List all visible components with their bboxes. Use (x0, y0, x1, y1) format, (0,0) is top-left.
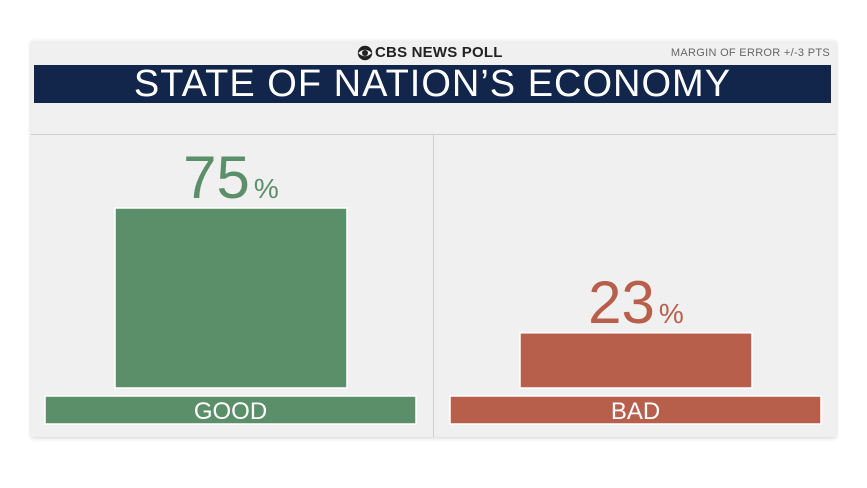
brand: CBS NEWS POLL (357, 44, 503, 61)
bar-good (114, 207, 348, 389)
poll-header: CBS NEWS POLL MARGIN OF ERROR +/-3 PTS (31, 41, 836, 65)
value-label-good: 75% (183, 144, 279, 211)
bar-chart: 75 % GOOD 23 % BAD (44, 144, 822, 425)
bar-bad (519, 332, 753, 389)
margin-of-error: MARGIN OF ERROR +/-3 PTS (670, 47, 830, 59)
header-divider (31, 134, 836, 135)
poll-card: CBS NEWS POLL MARGIN OF ERROR +/-3 PTS S… (31, 41, 836, 437)
category-band-good (44, 395, 417, 425)
chart-title: STATE OF NATION’S ECONOMY (133, 63, 732, 105)
column-divider (433, 135, 434, 437)
category-label-good: GOOD (194, 398, 267, 425)
title-bar: STATE OF NATION’S ECONOMY (34, 65, 831, 103)
cbs-eye-icon (357, 45, 373, 60)
category-label-bad: BAD (611, 398, 660, 425)
category-band-bad (449, 395, 822, 425)
brand-text: CBS NEWS POLL (375, 44, 503, 61)
value-label-bad: 23% (588, 269, 684, 336)
